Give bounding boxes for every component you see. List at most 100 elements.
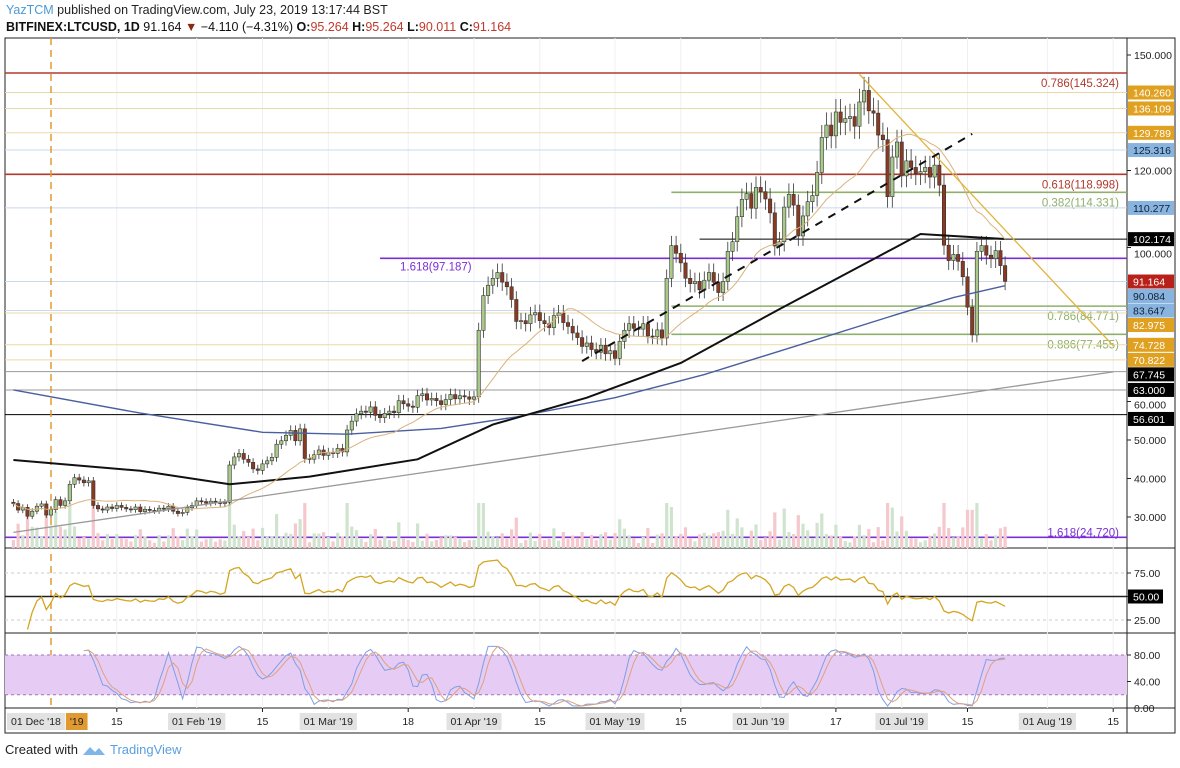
time-marker-box (65, 713, 88, 730)
candle-body (598, 344, 603, 353)
volume-bar (58, 526, 62, 548)
volume-bar (213, 541, 218, 548)
price-tick-label: 120.000 (1134, 166, 1172, 178)
candle-body (457, 395, 462, 400)
candle-body (561, 312, 566, 323)
volume-bar (561, 531, 565, 548)
volume-bar (11, 540, 15, 548)
price-tag (1128, 200, 1174, 215)
volume-bar (674, 536, 678, 548)
volume-bar (533, 541, 537, 548)
candle-body (965, 276, 970, 308)
candle-body (805, 201, 810, 217)
price-chart[interactable]: 0.786(145.324) 0.618(118.998) 0.382(114.33… (0, 0, 1180, 740)
volume-bar (72, 526, 77, 548)
candle-body (96, 505, 101, 510)
candle-body (392, 410, 397, 413)
candle-body (871, 110, 876, 114)
tradingview-link[interactable]: TradingView (109, 742, 182, 757)
volume-bar (354, 530, 359, 548)
candle-body (998, 250, 1003, 266)
volume-bar (148, 540, 152, 548)
volume-bar (655, 534, 659, 548)
candle-body (448, 394, 453, 400)
candle-body (415, 395, 420, 408)
candle-body (349, 420, 354, 431)
candle-body (486, 284, 491, 296)
volume-bar (994, 535, 998, 548)
symbol-info: BITFINEX:LTCUSD, 1D 91.164 ▼ −4.110 (−4.… (6, 20, 511, 34)
volume-bar (119, 537, 124, 548)
close-label: C: (459, 20, 473, 34)
price-tag (1128, 303, 1174, 318)
candle-body (86, 480, 91, 484)
price-tag (1128, 411, 1174, 426)
stoch-d-line (83, 645, 1006, 707)
candle-body (298, 428, 303, 442)
fib-label: 0.786(84.771) (1047, 311, 1119, 323)
fib-label: 0.618(118.998) (1042, 179, 1119, 191)
candle-body (612, 350, 617, 359)
volume-bar (87, 538, 91, 548)
volume-bar (378, 539, 382, 548)
candle-body (274, 443, 279, 458)
fib-label: 0.786(145.324) (1041, 78, 1119, 90)
candle-body (688, 277, 693, 284)
candle-body (185, 507, 190, 513)
volume-bar (251, 528, 255, 548)
volume-bar (665, 503, 669, 548)
volume-bar (876, 527, 880, 548)
time-label: 17 (830, 716, 842, 728)
volume-bar (49, 525, 53, 548)
volume-bar (890, 507, 894, 548)
volume-bar (947, 528, 951, 548)
price-tag (1128, 352, 1174, 367)
volume-bar (204, 539, 208, 548)
volume-bar (331, 541, 335, 548)
volume-bar (152, 542, 156, 548)
candle-body (401, 400, 406, 405)
volume-bar (613, 533, 617, 548)
candle-body (500, 272, 505, 283)
candle-body (443, 399, 448, 405)
fib-label: 1.618(24.720) (1047, 527, 1119, 539)
volume-bar (91, 503, 95, 548)
volume-bar (599, 534, 603, 548)
volume-bar (500, 533, 504, 548)
candle-body (542, 320, 547, 325)
volume-bar (693, 541, 697, 548)
volume-bar (246, 536, 250, 548)
volume-bar (998, 528, 1002, 548)
volume-bar (651, 542, 655, 548)
volume-bar (688, 537, 692, 548)
long-term-support-trendline (13, 371, 1114, 534)
volume-bar (712, 533, 716, 548)
candle-body (119, 505, 124, 508)
candle-body (48, 509, 53, 516)
volume-bar (933, 533, 937, 548)
volume-bar (754, 524, 758, 548)
volume-bar (881, 540, 885, 548)
volume-bar (472, 540, 476, 548)
author-link[interactable]: YazTCM (6, 3, 54, 17)
volume-bar (956, 536, 960, 548)
candle-body (659, 329, 664, 339)
volume-bar (763, 537, 767, 548)
candle-body (744, 193, 749, 200)
price-tag-text: 140.260 (1133, 87, 1171, 99)
volume-bar (792, 534, 796, 548)
volume-bar (604, 532, 608, 548)
volume-bar (575, 537, 579, 548)
candle-body (843, 118, 848, 123)
price-tag (1128, 367, 1174, 382)
volume-bar (444, 535, 448, 548)
candle-body (1003, 265, 1008, 282)
created-with-text: Created with (5, 742, 78, 757)
volume-bar (735, 518, 739, 548)
volume-bar (317, 533, 321, 548)
candle-body (476, 329, 481, 398)
volume-bar (524, 540, 528, 548)
candle-body (260, 463, 265, 471)
volume-bar (759, 540, 763, 548)
time-label-box (446, 713, 502, 730)
